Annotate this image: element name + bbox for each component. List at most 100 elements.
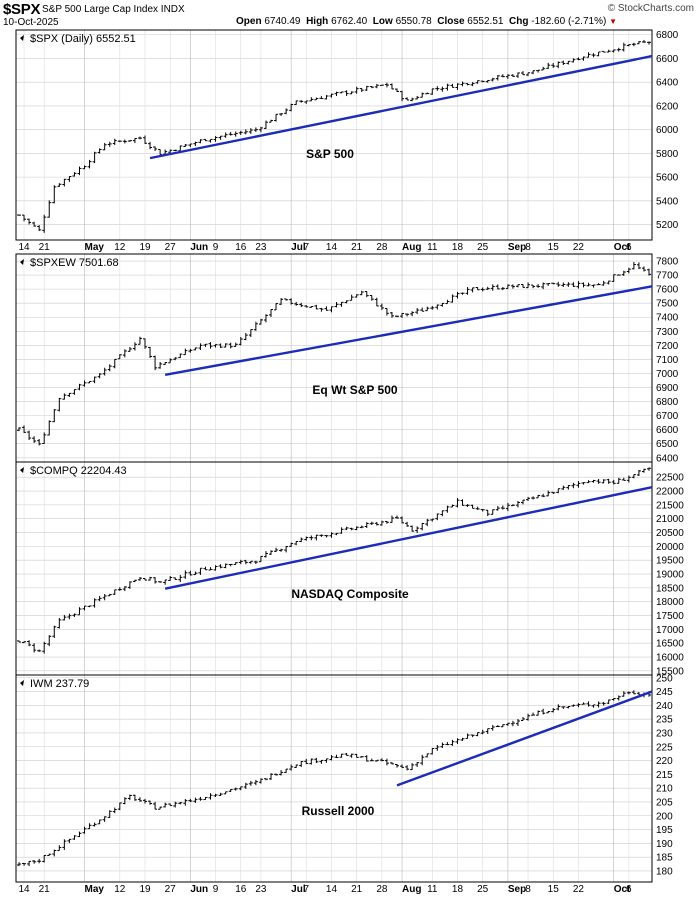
panel-frame: [15, 674, 653, 883]
ohlc-bar: [137, 336, 142, 345]
ohlc-bar: [57, 617, 62, 629]
ohlc-bar: [213, 344, 218, 348]
ohlc-bar: [233, 787, 238, 791]
ohlc-bar: [546, 490, 551, 497]
ohlc-bar: [631, 262, 636, 270]
ohlc-bar: [541, 708, 546, 715]
ohlc-bar: [551, 491, 556, 494]
ohlc-bar: [561, 60, 566, 66]
ohlc-bar: [127, 140, 132, 142]
panel-title: $SPX (Daily) 6552.51: [30, 33, 136, 45]
ohlc-bar: [601, 701, 606, 706]
ohlc-bar: [364, 290, 369, 298]
ohlc-bar: [228, 789, 233, 792]
ohlc-bar: [641, 468, 646, 473]
ohlc-bar: [531, 70, 536, 75]
x-tick-label: 14: [326, 884, 338, 895]
ohlc-bar: [158, 581, 163, 583]
x-tick-label: Jun: [190, 884, 208, 895]
y-tick-label: 18000: [656, 597, 684, 608]
y-tick-label: 240: [656, 701, 673, 712]
ohlc-bar: [289, 764, 294, 771]
ohlc-bar: [420, 307, 425, 312]
ohlc-bar: [611, 274, 616, 282]
ohlc-bar: [425, 92, 430, 95]
ohlc-bar: [97, 819, 102, 825]
ohlc-bar: [208, 567, 213, 571]
x-tick-label: May: [85, 884, 105, 895]
ohlc-bar: [193, 571, 198, 576]
ohlc-bar: [344, 90, 349, 96]
y-tick-label: 6600: [656, 54, 679, 65]
ohlc-bar: [309, 758, 314, 765]
ohlc-bar: [183, 348, 188, 356]
high-value: 6762.40: [331, 16, 368, 27]
x-tick-label: Jul: [291, 242, 306, 253]
ohlc-bar: [415, 308, 420, 315]
ohlc-bar: [435, 304, 440, 310]
y-tick-label: 7100: [656, 355, 679, 366]
x-tick-label: 25: [477, 884, 489, 895]
ohlc-bar: [168, 576, 173, 581]
ohlc-bar: [319, 534, 324, 537]
x-tick-label: 21: [39, 884, 51, 895]
ohlc-bar: [395, 764, 399, 768]
ohlc-bar: [163, 579, 168, 585]
ohlc-bar: [526, 496, 531, 501]
ohlc-bar: [17, 214, 21, 216]
ohlc-bar: [122, 139, 127, 144]
panel-frame: [15, 29, 653, 241]
ohlc-bar: [515, 718, 520, 727]
ohlc-bar: [334, 532, 339, 536]
x-tick-label: Jun: [190, 242, 208, 253]
ohlc-bar: [626, 475, 631, 483]
ohlc-bar: [531, 712, 536, 716]
ohlc-bar: [485, 509, 490, 517]
ohlc-bar: [611, 49, 616, 53]
y-tick-label: 6800: [656, 30, 679, 41]
exchange-label: INDX: [160, 4, 185, 15]
ohlc-bar: [269, 550, 273, 555]
chart-panel-4: 180 185 190 195 200 205 210 215 220 225 230 235 240 2…: [15, 673, 673, 895]
ohlc-bar: [369, 521, 374, 525]
ohlc-bar: [198, 139, 203, 144]
ohlc-bar: [203, 138, 208, 142]
ohlc-bar: [158, 806, 163, 810]
y-tick-label: 6000: [656, 125, 679, 136]
ohlc-bar: [631, 474, 636, 479]
ohlc-bar: [22, 425, 27, 433]
ohlc-bar: [611, 479, 616, 485]
ohlc-bar: [198, 796, 203, 801]
ohlc-bar: [430, 518, 435, 522]
y-tick-label: 220: [656, 756, 673, 767]
ohlc-bar: [52, 849, 57, 857]
ohlc-bar: [309, 97, 314, 102]
ohlc-bar: [395, 88, 399, 93]
x-tick-label: 25: [477, 242, 489, 253]
ohlc-bar: [420, 92, 425, 98]
ohlc-bar: [515, 284, 520, 288]
ohlc-bar: [561, 282, 566, 287]
ohlc-bar: [521, 284, 525, 288]
ohlc-bar: [238, 130, 243, 135]
x-tick-label: 15: [548, 884, 560, 895]
ohlc-bar: [143, 798, 147, 804]
ohlc-bar: [47, 635, 52, 647]
ohlc-bar: [490, 509, 495, 515]
ohlc-bar: [37, 439, 42, 446]
ohlc-bar: [339, 527, 344, 534]
ohlc-bar: [566, 282, 571, 287]
symbol-name: S&P 500 Large Cap Index INDX: [42, 4, 185, 15]
x-tick-label: Sep: [508, 884, 526, 895]
ohlc-bar: [631, 42, 636, 47]
y-tick-label: 5600: [656, 173, 679, 184]
ohlc-bar: [228, 131, 233, 136]
ohlc-bar: [480, 509, 485, 512]
ohlc-bar: [460, 499, 465, 506]
ohlc-bar: [379, 520, 384, 526]
ohlc-bar: [505, 74, 510, 79]
ohlc-bar: [339, 91, 344, 94]
ohlc-bar: [490, 77, 495, 82]
trendline: [396, 690, 653, 787]
